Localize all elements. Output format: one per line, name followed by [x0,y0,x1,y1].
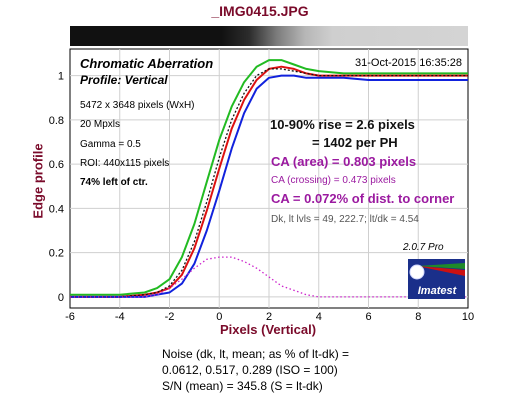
y-tick-label: 0.2 [49,248,64,260]
rise-annotation: 10-90% rise = 2.6 pixels [270,117,415,132]
x-tick-label: -2 [165,311,175,323]
x-tick-label: 8 [415,311,421,323]
timestamp: 31-Oct-2015 16:35:28 [355,57,463,69]
x-tick-label: -6 [65,311,75,323]
per-ph-annotation: = 1402 per PH [312,135,398,150]
ca-crossing-annotation: CA (crossing) = 0.473 pixels [271,175,396,186]
edge-image-strip [70,26,468,46]
series-line-0 [70,59,468,296]
chart-heading: Chromatic Aberration [80,56,214,71]
y-tick-label: 0 [58,292,64,304]
x-tick-label: 2 [266,311,272,323]
chart-title: _IMG0415.JPG [211,3,309,19]
y-tick-label: 0.6 [49,159,64,171]
x-axis-label: Pixels (Vertical) [219,322,317,337]
series-line-3 [70,68,468,298]
info-resolution: 5472 x 3648 pixels (WxH) [80,100,195,111]
y-tick-label: 0.8 [49,115,64,127]
profile-label: Profile: Vertical [80,73,168,87]
y-tick-label: 1 [58,71,64,83]
y-axis-label: Edge profile [30,143,46,219]
y-tick-label: 0.4 [49,203,64,215]
imatest-logo: Imatest [408,259,465,299]
x-tick-label: 0 [216,311,222,323]
noise-line-2: 0.0612, 0.517, 0.289 (ISO = 100) [162,363,338,377]
x-tick-label: 10 [462,311,474,323]
x-tick-label: 6 [365,311,371,323]
noise-line-3: S/N (mean) = 345.8 (S = lt-dk) [162,379,323,393]
logo-text: Imatest [418,285,458,297]
version-label: 2.0.7 Pro [403,242,444,253]
info-megapixels: 20 Mpxls [80,119,121,130]
noise-line-1: Noise (dk, lt, mean; as % of lt-dk) = [162,347,350,361]
x-tick-label: -4 [115,311,125,323]
ca-dist-annotation: CA = 0.072% of dist. to corner [271,191,455,206]
info-location: 74% left of ctr. [80,177,148,188]
ca-area-annotation: CA (area) = 0.803 pixels [271,154,417,169]
x-tick-label: 4 [316,311,322,323]
series-line-4 [70,256,468,298]
info-gamma: Gamma = 0.5 [80,139,141,150]
dk-lt-annotation: Dk, lt lvls = 49, 222.7; lt/dk = 4.54 [271,214,419,225]
series-layer [70,59,468,298]
info-roi: ROI: 440x115 pixels [80,158,170,169]
tick-layer: -6 -4 -2 0 2 4 6 8 10 0 0.2 0.4 0.6 0.8 1 [49,71,474,323]
